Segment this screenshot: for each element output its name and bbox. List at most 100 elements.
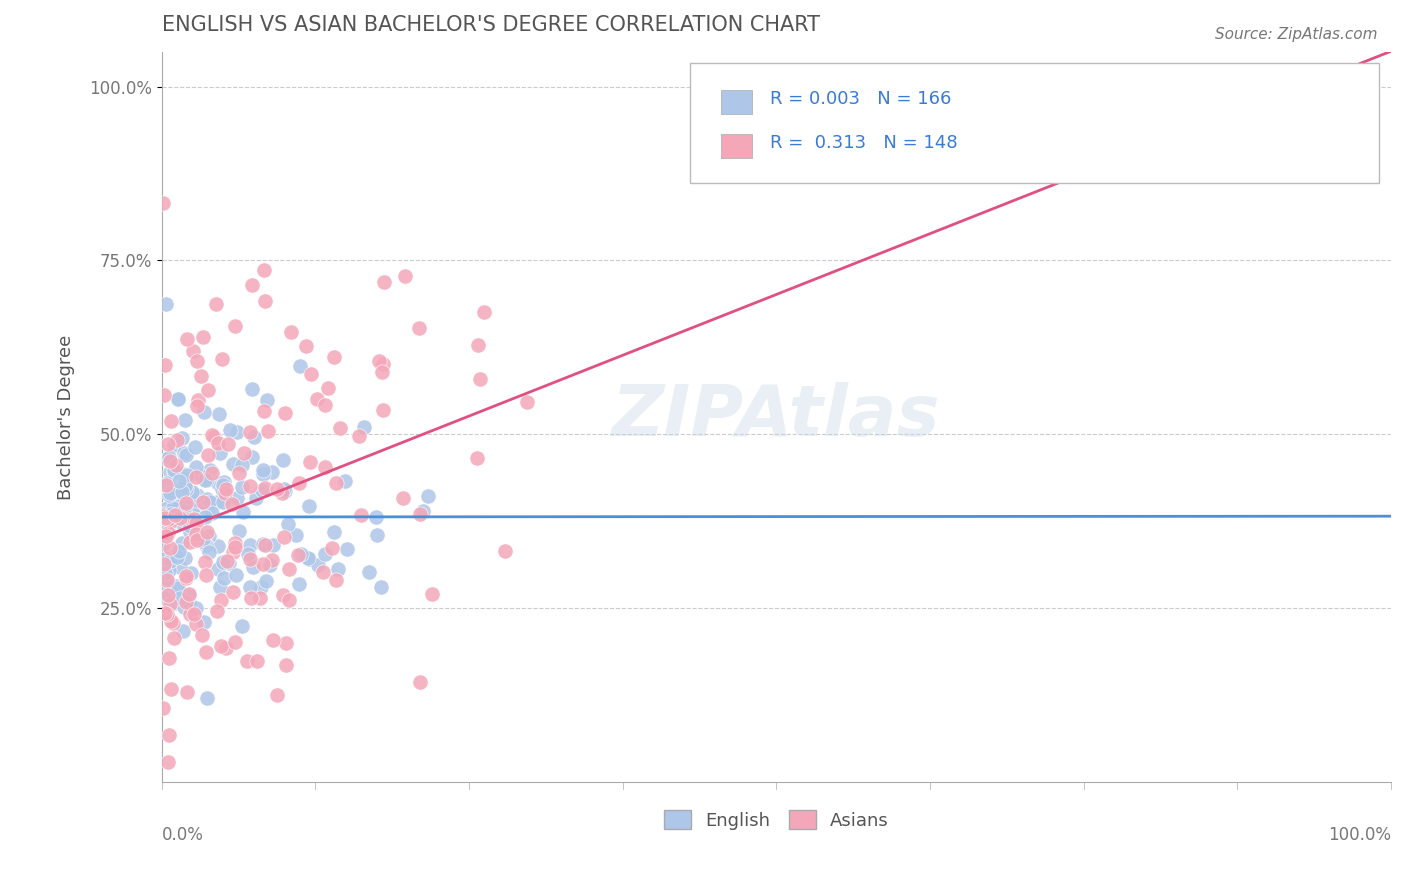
Point bbox=[409, 675, 432, 690]
Point bbox=[172, 624, 194, 638]
Point bbox=[239, 478, 262, 492]
Point bbox=[314, 459, 336, 474]
Point bbox=[160, 584, 183, 599]
Point bbox=[207, 436, 229, 450]
Point bbox=[173, 479, 195, 493]
Legend: English, Asians: English, Asians bbox=[655, 801, 898, 838]
Point bbox=[301, 368, 323, 382]
Point bbox=[183, 607, 205, 622]
Point bbox=[240, 277, 263, 292]
Point bbox=[156, 523, 179, 537]
Point bbox=[160, 614, 183, 628]
Point bbox=[172, 482, 194, 496]
Point bbox=[197, 500, 219, 515]
Point bbox=[224, 635, 246, 649]
Point bbox=[155, 511, 177, 525]
Point bbox=[392, 491, 415, 506]
Point bbox=[174, 595, 197, 609]
Point bbox=[187, 393, 209, 408]
Point bbox=[212, 571, 235, 585]
Text: 100.0%: 100.0% bbox=[1329, 826, 1391, 844]
Point bbox=[208, 580, 231, 594]
Point bbox=[231, 619, 253, 633]
Point bbox=[169, 591, 191, 605]
Point bbox=[166, 579, 188, 593]
Point bbox=[167, 474, 190, 488]
Point bbox=[163, 438, 186, 452]
Point bbox=[212, 555, 235, 569]
Point bbox=[224, 540, 246, 554]
FancyBboxPatch shape bbox=[721, 134, 752, 158]
Point bbox=[195, 498, 218, 512]
Point bbox=[191, 494, 214, 508]
Point bbox=[157, 588, 180, 602]
Point bbox=[184, 459, 207, 474]
Point bbox=[224, 319, 246, 334]
Point bbox=[165, 549, 187, 563]
Point bbox=[162, 616, 184, 631]
Point bbox=[231, 458, 253, 472]
Point bbox=[159, 486, 181, 500]
Point bbox=[418, 489, 440, 503]
Point bbox=[153, 566, 176, 580]
Point bbox=[153, 550, 176, 565]
Point bbox=[256, 424, 278, 438]
Point bbox=[170, 485, 193, 500]
Point bbox=[165, 484, 187, 499]
Point bbox=[172, 467, 194, 482]
Point bbox=[186, 496, 208, 510]
Point bbox=[184, 527, 207, 541]
Text: R = 0.003   N = 166: R = 0.003 N = 166 bbox=[770, 90, 952, 108]
Point bbox=[274, 484, 297, 499]
Point bbox=[357, 565, 380, 579]
Point bbox=[260, 466, 283, 480]
Point bbox=[152, 700, 174, 714]
Point bbox=[173, 600, 195, 615]
Point bbox=[239, 538, 262, 552]
Point bbox=[184, 441, 207, 455]
Point bbox=[228, 467, 250, 481]
Point bbox=[288, 577, 311, 591]
Point bbox=[205, 494, 228, 508]
Point bbox=[156, 574, 179, 588]
Point bbox=[159, 598, 181, 612]
Point bbox=[186, 533, 208, 547]
Point bbox=[215, 554, 238, 568]
Point bbox=[290, 547, 312, 561]
Point bbox=[259, 558, 281, 572]
Point bbox=[274, 657, 297, 672]
Point bbox=[163, 508, 186, 522]
Text: ENGLISH VS ASIAN BACHELOR'S DEGREE CORRELATION CHART: ENGLISH VS ASIAN BACHELOR'S DEGREE CORRE… bbox=[162, 15, 820, 35]
Point bbox=[252, 467, 274, 481]
Point bbox=[323, 525, 346, 540]
Point bbox=[409, 507, 432, 521]
Point bbox=[336, 541, 359, 556]
Point bbox=[152, 557, 174, 571]
Point bbox=[245, 491, 267, 506]
Point bbox=[274, 636, 297, 650]
Point bbox=[208, 407, 231, 421]
Point bbox=[266, 689, 288, 703]
Point bbox=[412, 504, 434, 518]
Point bbox=[408, 321, 430, 335]
Point bbox=[233, 445, 256, 459]
Point bbox=[222, 545, 245, 559]
Point bbox=[209, 592, 232, 607]
Point bbox=[152, 595, 174, 609]
Point bbox=[172, 431, 194, 445]
Point bbox=[205, 297, 228, 311]
Point bbox=[262, 538, 284, 552]
Point bbox=[252, 463, 274, 477]
Point bbox=[212, 495, 235, 509]
Point bbox=[370, 580, 392, 594]
Point bbox=[163, 631, 186, 645]
Point bbox=[242, 382, 264, 396]
Point bbox=[169, 511, 191, 525]
Point bbox=[197, 448, 219, 462]
Point bbox=[163, 463, 186, 477]
Point bbox=[160, 681, 183, 696]
Point bbox=[202, 430, 225, 444]
Point bbox=[152, 555, 174, 569]
Point bbox=[298, 552, 321, 566]
Point bbox=[181, 484, 204, 499]
